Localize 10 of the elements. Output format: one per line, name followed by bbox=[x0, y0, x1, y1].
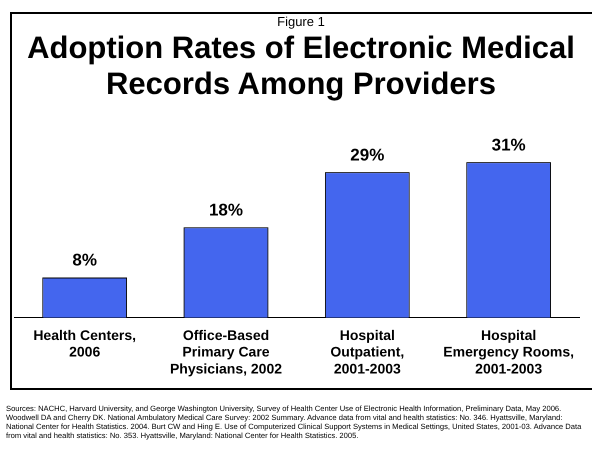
data-label: 8% bbox=[72, 250, 97, 270]
data-label: 29% bbox=[350, 145, 384, 164]
x-tick-label: Hospital Emergency Rooms, 2001-2003 bbox=[443, 326, 574, 376]
x-tick-label: Office-Based Primary Care Physicians, 2002 bbox=[170, 326, 282, 376]
x-tick-label: Hospital Outpatient, 2001-2003 bbox=[330, 326, 404, 376]
chart-title: Adoption Rates of Electronic Medical Records Among Providers bbox=[26, 30, 576, 102]
data-label: 31% bbox=[492, 135, 526, 154]
chart-subtitle: Figure 1 bbox=[276, 14, 326, 29]
data-label: 18% bbox=[208, 200, 244, 220]
x-tick-label: Health Centers, 2006 bbox=[33, 326, 136, 360]
